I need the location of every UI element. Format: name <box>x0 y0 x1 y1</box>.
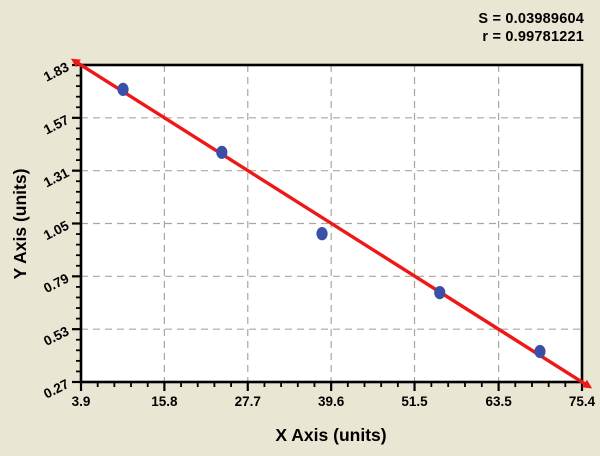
data-point <box>534 344 546 359</box>
y-axis-title: Y Axis (units) <box>10 169 30 280</box>
x-tick-label: 39.6 <box>318 394 345 409</box>
y-tick-label: 0.27 <box>41 376 71 401</box>
x-tick-label: 27.7 <box>235 394 261 409</box>
data-point <box>434 285 446 300</box>
stats-annotation: S = 0.03989604 r = 0.99781221 <box>478 10 584 46</box>
y-tick-label: 0.53 <box>41 323 72 349</box>
x-tick-label: 15.8 <box>151 394 178 409</box>
plot-generated-layer: 3.9 15.8 27.7 39.6 51.5 63.5 75.4 0.27 0.53 0.79 1… <box>41 58 596 409</box>
y-tick-label: 0.79 <box>41 271 71 296</box>
y-tick-label: 1.83 <box>41 59 72 85</box>
y-tick-label: 1.57 <box>41 112 71 137</box>
x-tick-label: 75.4 <box>569 394 596 409</box>
x-tick-label: 51.5 <box>401 394 428 409</box>
fit-line <box>74 60 589 387</box>
data-point <box>316 227 328 241</box>
fit-line-arrowhead <box>70 58 81 68</box>
x-axis-title: X Axis (units) <box>275 425 386 445</box>
y-tick-label: 1.31 <box>41 165 72 191</box>
stats-r-value: r = 0.99781221 <box>482 29 584 45</box>
fit-line-arrowhead <box>582 379 593 389</box>
stats-s-value: S = 0.03989604 <box>478 11 584 27</box>
x-tick-label: 3.9 <box>72 394 91 409</box>
data-point <box>117 82 129 96</box>
x-tick-label: 63.5 <box>485 394 512 409</box>
y-tick-label: 1.05 <box>41 218 72 244</box>
data-point <box>216 145 228 159</box>
